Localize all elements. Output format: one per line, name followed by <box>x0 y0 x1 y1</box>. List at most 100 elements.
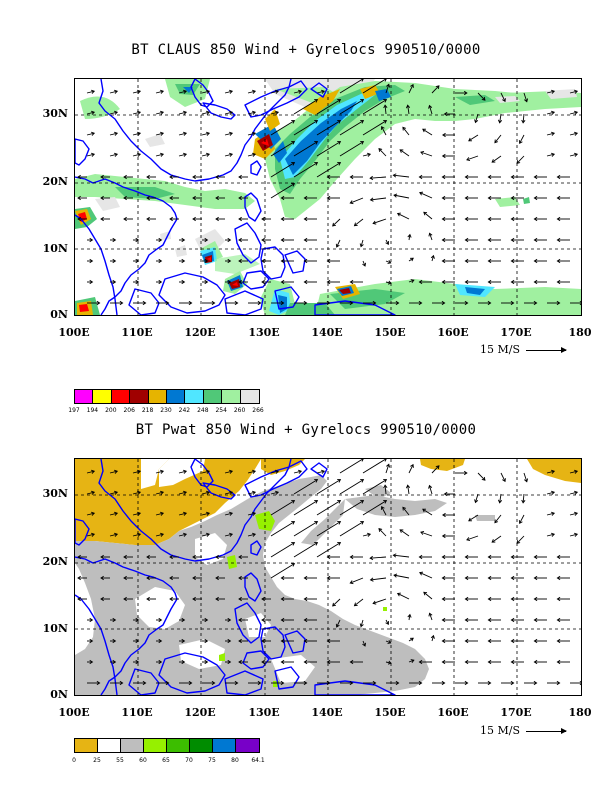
wind-vector-head <box>487 300 492 306</box>
colorbar-tick-label: 80 <box>231 757 239 764</box>
wind-vector-head <box>137 469 142 474</box>
wind-vector <box>247 533 256 537</box>
wind-vector <box>408 84 414 94</box>
wind-vector <box>155 132 164 136</box>
wind-vector-head <box>428 612 433 617</box>
wind-vector-head <box>215 596 219 602</box>
wind-vector-head <box>464 237 469 243</box>
wind-vector <box>420 151 433 157</box>
wind-vector-head <box>227 237 232 243</box>
wind-vector <box>86 132 95 136</box>
wind-vector <box>86 470 95 474</box>
wind-vector-head <box>158 617 163 623</box>
wind-vector-head <box>91 532 96 537</box>
wind-vector <box>247 153 256 157</box>
wind-vector-head <box>181 638 186 644</box>
wind-vector <box>420 531 433 537</box>
wind-vector-head <box>206 511 211 516</box>
wind-vector <box>109 111 118 115</box>
wind-vector <box>546 111 555 115</box>
wind-vector <box>247 470 256 474</box>
panel1-lon-label-130e: 130E <box>248 326 280 339</box>
wind-vector <box>429 105 433 115</box>
wind-vector-head <box>314 141 319 145</box>
wind-vector-head <box>393 193 398 198</box>
wind-vector <box>293 120 318 136</box>
wind-vector <box>339 459 364 474</box>
wind-vector-head <box>441 195 446 201</box>
wind-vector-head <box>380 125 385 130</box>
wind-vector-head <box>91 490 96 495</box>
wind-vector-head <box>183 131 188 136</box>
wind-vector-head <box>123 174 127 180</box>
wind-vector <box>519 134 525 144</box>
wind-vector-head <box>89 237 94 243</box>
wind-vector <box>385 661 392 664</box>
wind-vector-head <box>502 478 506 483</box>
colorbar-swatch <box>240 390 260 403</box>
wind-vector-head <box>206 110 211 115</box>
wind-vector-head <box>428 232 433 237</box>
wind-vector-head <box>428 104 433 109</box>
wind-vector-head <box>181 258 186 264</box>
wind-vector <box>466 155 479 161</box>
wind-vector-head <box>181 617 186 623</box>
wind-vector-head <box>227 659 232 665</box>
wind-vector-head <box>89 617 94 623</box>
wind-vector-head <box>160 131 165 136</box>
wind-vector <box>522 113 525 123</box>
wind-vector-head <box>137 89 142 94</box>
wind-vector-head <box>551 131 556 136</box>
wind-vector-head <box>158 258 163 264</box>
panel2-lat-label-20n: 20N <box>42 555 68 568</box>
wind-vector-head <box>464 596 469 602</box>
colorbar-swatch <box>167 739 190 752</box>
wind-vector <box>516 535 525 544</box>
wind-vector-head <box>165 680 170 686</box>
wind-vector <box>332 218 341 227</box>
wind-vector-head <box>574 152 579 157</box>
wind-vector-head <box>337 141 342 145</box>
colorbar-swatch <box>144 739 167 752</box>
wind-vector-head <box>487 174 492 180</box>
wind-vector <box>201 533 210 537</box>
wind-vector-head <box>556 659 561 665</box>
wind-vector <box>393 574 410 579</box>
wind-vector-head <box>261 258 265 264</box>
wind-vector-head <box>303 680 308 686</box>
wind-vector-head <box>77 554 81 560</box>
wind-vector-head <box>574 532 579 537</box>
wind-vector-head <box>419 191 424 196</box>
wind-vector-head <box>165 300 170 306</box>
wind-vector <box>500 472 506 482</box>
wind-vector-head <box>372 300 377 306</box>
wind-vector-head <box>494 519 499 524</box>
panel2-vector-scale: 15 M/S <box>480 724 567 737</box>
wind-vector-head <box>89 258 94 264</box>
panel1-vector-scale-label: 15 M/S <box>480 343 520 356</box>
wind-vector <box>370 577 387 581</box>
colorbar-tick-label: 218 <box>141 407 154 414</box>
wind-vector <box>422 508 433 516</box>
wind-vector-head <box>77 216 81 222</box>
wind-vector-head <box>291 500 296 504</box>
wind-vector <box>247 512 256 516</box>
wind-vector-head <box>337 542 342 546</box>
wind-vector-head <box>142 300 147 306</box>
wind-vector <box>431 465 440 474</box>
wind-vector-head <box>556 174 561 180</box>
colorbar-tick-label: 65 <box>162 757 170 764</box>
panel1-map <box>74 78 582 316</box>
wind-vector-head <box>441 596 446 602</box>
wind-vector-head <box>326 680 331 686</box>
wind-vector-head <box>464 575 469 581</box>
wind-vector-head <box>487 279 492 285</box>
wind-vector-head <box>551 89 556 94</box>
colorbar-swatch <box>222 390 241 403</box>
wind-vector-head <box>533 279 538 285</box>
wind-vector <box>155 90 164 94</box>
panel2-map <box>74 458 582 696</box>
wind-vector-head <box>204 279 209 285</box>
wind-vector-head <box>215 575 219 581</box>
wind-vector-head <box>206 490 211 495</box>
